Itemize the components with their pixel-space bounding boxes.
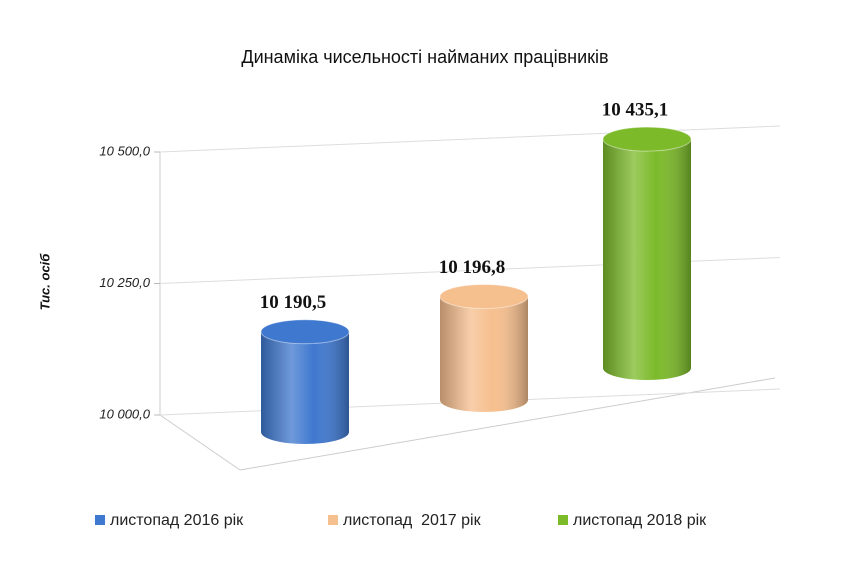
cylinder-shade — [603, 139, 691, 380]
cylinder-top — [602, 126, 692, 152]
chart-title: Динаміка чисельності найманих працівникі… — [241, 47, 608, 67]
y-tick-label: 10 500,0 — [99, 143, 150, 158]
legend-swatch — [328, 515, 338, 525]
value-label: 10 190,5 — [260, 292, 327, 313]
cylinder-top — [439, 283, 529, 309]
legend-label: листопад 2016 рік — [110, 512, 244, 529]
cylinder-shade — [440, 296, 528, 412]
legend-swatch — [558, 515, 568, 525]
y-axis-label: Тис. осіб — [37, 253, 52, 311]
y-tick-label: 10 000,0 — [99, 406, 150, 421]
value-label: 10 435,1 — [602, 99, 669, 120]
legend-label: листопад 2017 рік — [343, 512, 482, 529]
cylinder-shade — [261, 331, 349, 444]
y-tick-label: 10 250,0 — [99, 275, 150, 290]
cylinder-top — [260, 319, 350, 345]
legend-swatch — [95, 515, 105, 525]
legend-label: листопад 2018 рік — [573, 512, 707, 529]
value-label: 10 196,8 — [439, 257, 506, 278]
floor-edge — [159, 414, 241, 471]
